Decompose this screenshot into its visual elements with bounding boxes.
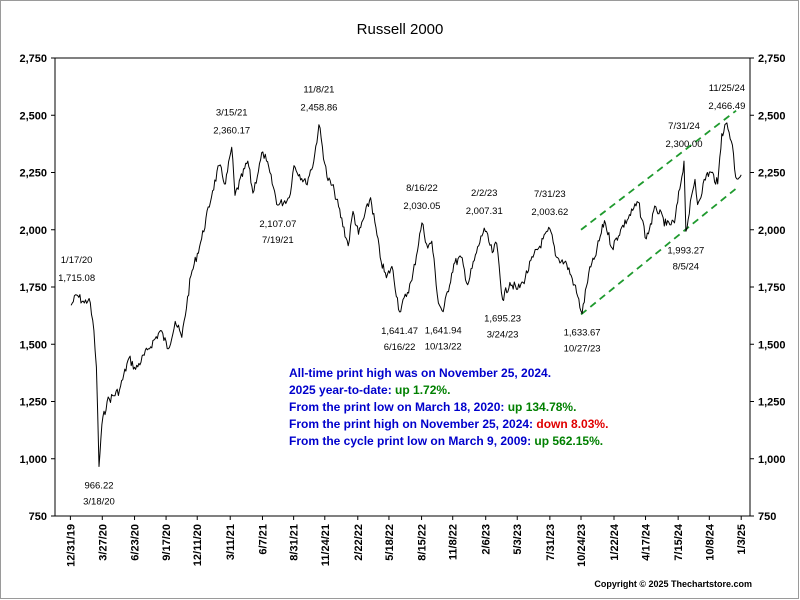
y-tick-label-right: 2,000	[758, 225, 786, 237]
y-tick-label-right: 2,500	[758, 110, 786, 122]
y-tick-label-right: 750	[758, 511, 776, 523]
annotation-text: 1/17/20	[61, 255, 93, 266]
annotation-text: 2,107.07	[259, 219, 296, 230]
x-tick-label: 5/18/22	[384, 524, 396, 561]
annotation-text: 2,360.17	[213, 125, 250, 136]
annotation-text: 7/31/23	[534, 189, 566, 200]
y-tick-label-left: 750	[29, 511, 47, 523]
summary-segment: From the print low on March 18, 2020:	[289, 400, 508, 414]
x-tick-label: 9/17/20	[161, 524, 173, 561]
copyright-notice: Copyright © 2025 Thechartstore.com	[594, 579, 752, 589]
y-tick-label-left: 1,250	[19, 397, 47, 409]
x-tick-label: 7/31/23	[545, 524, 557, 561]
annotation-text: 10/13/22	[425, 342, 462, 353]
summary-line: All-time print high was on November 25, …	[289, 366, 551, 380]
x-tick-label: 2/6/23	[481, 524, 493, 555]
x-tick-label: 7/15/24	[673, 523, 685, 561]
y-tick-label-left: 1,750	[19, 282, 47, 294]
x-tick-label: 3/27/20	[97, 524, 109, 561]
annotation-text: 2,007.31	[466, 206, 503, 217]
annotation-text: 1,641.94	[425, 326, 462, 337]
annotation-text: 2,300.00	[666, 139, 703, 150]
price-series	[70, 122, 742, 467]
y-tick-label-left: 2,500	[19, 110, 47, 122]
annotation-text: 1,993.27	[667, 245, 704, 256]
y-tick-label-right: 1,500	[758, 339, 786, 351]
x-tick-label: 6/23/20	[130, 524, 142, 561]
summary-line: From the print low on March 18, 2020: up…	[289, 400, 576, 414]
y-axis-right: 750 1,000 1,250 1,500 1,750 2,000 2,250 2,500 2,…	[750, 53, 786, 523]
x-tick-label: 1/22/24	[609, 523, 621, 561]
annotation-text: 2,458.86	[300, 103, 337, 114]
x-tick-label: 11/8/22	[448, 524, 460, 560]
x-tick-label: 10/8/24	[704, 523, 716, 561]
trend-channel-line	[580, 109, 737, 231]
summary-line: From the cycle print low on March 9, 200…	[289, 434, 603, 448]
summary-line: 2025 year-to-date: up 1.72%.	[289, 383, 450, 397]
annotation-text: 7/31/24	[668, 121, 700, 132]
y-tick-label-right: 2,750	[758, 53, 786, 65]
annotation-text: 6/16/22	[384, 342, 416, 353]
y-tick-label-right: 1,750	[758, 282, 786, 294]
annotation-text: 7/19/21	[262, 235, 294, 246]
annotation-text: 8/5/24	[673, 261, 699, 272]
summary-segment: up 562.15%.	[534, 434, 603, 448]
annotation-text: 1,695.23	[484, 314, 521, 325]
annotation-text: 2,466.49	[708, 101, 745, 112]
x-tick-label: 1/3/25	[736, 524, 748, 555]
annotation-text: 3/15/21	[216, 107, 248, 118]
summary-line: From the print high on November 25, 2024…	[289, 417, 608, 431]
x-axis: 12/31/19 3/27/20 6/23/20 9/17/20 12/11/20 3/1…	[65, 516, 748, 567]
y-tick-label-right: 1,000	[758, 454, 786, 466]
chart-title: Russell 2000	[357, 21, 444, 38]
y-tick-label-left: 1,000	[19, 454, 47, 466]
annotation-text: 2,003.62	[531, 207, 568, 218]
series-line	[70, 122, 742, 467]
summary-segment: 2025 year-to-date:	[289, 383, 395, 397]
summary-segment: down 8.03%.	[536, 417, 608, 431]
x-tick-label: 2/22/22	[353, 524, 365, 561]
annotation-text: 2,030.05	[403, 201, 440, 212]
x-tick-label: 5/3/23	[512, 524, 524, 555]
performance-summary: All-time print high was on November 25, …	[289, 366, 608, 448]
y-tick-label-left: 2,750	[19, 53, 47, 65]
x-tick-label: 10/24/23	[576, 524, 588, 567]
y-tick-label-right: 2,250	[758, 168, 786, 180]
x-tick-label: 4/17/24	[641, 523, 653, 561]
summary-segment: All-time print high was on November 25, …	[289, 366, 551, 380]
annotation-text: 3/24/23	[487, 330, 519, 341]
x-tick-label: 8/31/21	[289, 524, 301, 561]
annotation-text: 11/25/24	[709, 83, 745, 94]
summary-segment: up 1.72%.	[395, 383, 450, 397]
annotation-text: 966.22	[84, 480, 113, 491]
y-tick-label-left: 2,000	[19, 225, 47, 237]
annotation-text: 8/16/22	[406, 183, 438, 194]
y-axis-left: 750 1,000 1,250 1,500 1,750 2,000 2,250 2,500 2,…	[19, 53, 55, 523]
trend-channel	[580, 109, 737, 316]
annotation-text: 2/2/23	[471, 188, 497, 199]
summary-segment: From the cycle print low on March 9, 200…	[289, 434, 534, 448]
price-annotations: 1/17/20 1,715.08 966.22 3/18/20 3/15/21 2,360…	[58, 83, 745, 508]
summary-segment: From the print high on November 25, 2024…	[289, 417, 536, 431]
x-tick-label: 8/15/22	[417, 524, 429, 561]
y-tick-label-left: 1,500	[19, 339, 47, 351]
annotation-text: 1,715.08	[58, 273, 95, 284]
annotation-text: 10/27/23	[564, 344, 601, 355]
annotation-text: 1,641.47	[381, 326, 418, 337]
summary-segment: up 134.78%.	[508, 400, 577, 414]
trend-channel-line	[580, 187, 737, 316]
x-tick-label: 12/11/20	[192, 524, 204, 566]
y-tick-label-right: 1,250	[758, 397, 786, 409]
annotation-text: 3/18/20	[83, 496, 115, 507]
annotation-text: 11/8/21	[303, 85, 334, 96]
x-tick-label: 6/7/21	[257, 524, 269, 555]
x-tick-label: 12/31/19	[65, 524, 77, 567]
y-tick-label-left: 2,250	[19, 168, 47, 180]
annotation-text: 1,633.67	[564, 328, 601, 339]
x-tick-label: 11/24/21	[320, 524, 332, 566]
x-tick-label: 3/11/21	[225, 524, 237, 560]
